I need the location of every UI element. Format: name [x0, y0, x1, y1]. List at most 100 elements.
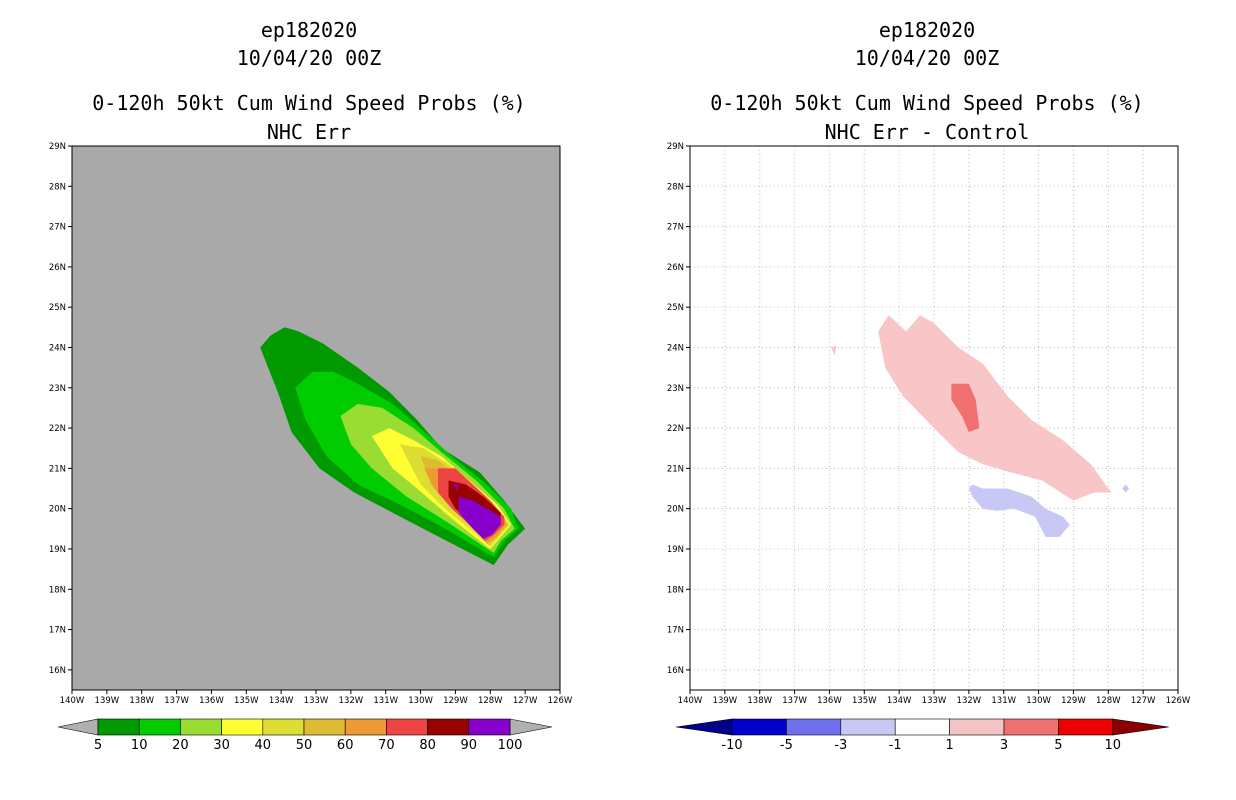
x-tick-label: 127W — [513, 696, 538, 706]
x-tick-label: 131W — [373, 696, 398, 706]
colorbar-swatch — [949, 718, 1005, 736]
colorbar-swatch — [180, 718, 222, 736]
x-tick-label: 136W — [199, 696, 224, 706]
chart-subtitle: NHC Err - Control — [824, 120, 1030, 144]
colorbar: -10 -5 -3 -1 1 3 5 10 — [675, 718, 1169, 753]
x-tick-label: 135W — [234, 696, 259, 706]
colorbar-label: 40 — [255, 738, 272, 753]
x-tick-label: 138W — [129, 696, 154, 706]
colorbar-swatch — [468, 718, 511, 736]
colorbar-label: 50 — [296, 738, 313, 753]
storm-id: ep182020 — [260, 18, 358, 42]
x-tick-label: 140W — [678, 696, 703, 706]
y-tick-label: 19N — [667, 545, 684, 555]
colorbar-end-high — [1112, 718, 1169, 736]
panel-nhc-err: ep182020 10/04/20 00Z 0-120h 50kt Cum Wi… — [49, 18, 573, 753]
difference-map: 140W 139W 138W 137W 136W 135W 134W 133W 132W 131W… — [667, 142, 1191, 753]
contour-level--1 — [1122, 484, 1130, 493]
chart-date: 10/04/20 00Z — [236, 46, 382, 70]
y-tick-label: 25N — [49, 303, 66, 313]
x-tick-label: 129W — [1061, 696, 1086, 706]
y-tick-label: 21N — [49, 464, 66, 474]
x-tick-label: 132W — [339, 696, 364, 706]
y-tick-label: 20N — [49, 505, 66, 515]
x-tick-label: 134W — [269, 696, 294, 706]
y-tick-label: 19N — [49, 545, 66, 555]
x-tick-label: 126W — [548, 696, 573, 706]
x-tick-label: 139W — [95, 696, 120, 706]
x-tick-label: 133W — [922, 696, 947, 706]
x-tick-label: 131W — [991, 696, 1016, 706]
y-tick-label: 21N — [667, 464, 684, 474]
y-tick-label: 22N — [49, 424, 66, 434]
colorbar-label: 5 — [94, 738, 102, 753]
colorbar-swatch — [786, 718, 842, 736]
y-tick-label: 16N — [667, 666, 684, 676]
colorbar-swatch — [303, 718, 346, 736]
x-tick-label: 133W — [304, 696, 329, 706]
panel-nhc-err-minus-control: ep182020 10/04/20 00Z 0-120h 50kt Cum Wi… — [618, 0, 1236, 800]
y-tick-label: 23N — [49, 384, 66, 394]
chart-title: 0-120h 50kt Cum Wind Speed Probs (%) — [92, 91, 526, 115]
colorbar-swatch — [344, 718, 387, 736]
x-tick-label: 136W — [817, 696, 842, 706]
colorbar-swatch — [97, 718, 140, 736]
colorbar-swatch — [221, 718, 264, 736]
y-tick-label: 24N — [667, 343, 684, 353]
colorbar-label: 1 — [945, 738, 953, 753]
colorbar-label: 100 — [498, 738, 523, 753]
probability-map: 140W 139W 138W 137W 136W 135W 134W 133W 132W 131W… — [49, 142, 573, 753]
x-tick-label: 134W — [887, 696, 912, 706]
colorbar-end-high — [509, 718, 553, 736]
contour-level-90 — [458, 496, 501, 539]
x-tick-label: 137W — [164, 696, 189, 706]
colorbar-label: -3 — [834, 738, 847, 753]
x-tick-label: 140W — [60, 696, 85, 706]
chart-date: 10/04/20 00Z — [854, 46, 1000, 70]
y-tick-label: 17N — [49, 626, 66, 636]
colorbar-swatch — [1003, 718, 1059, 736]
y-tick-label: 22N — [667, 424, 684, 434]
colorbar-label: -10 — [721, 738, 742, 753]
x-tick-label: 126W — [1166, 696, 1191, 706]
y-tick-label: 23N — [667, 384, 684, 394]
x-tick-label: 129W — [443, 696, 468, 706]
colorbar-swatch — [138, 718, 181, 736]
colorbar-swatch — [427, 718, 470, 736]
contour-level-1 — [831, 345, 837, 356]
contour-level-1 — [878, 315, 1112, 501]
y-tick-label: 18N — [667, 585, 684, 595]
y-tick-label: 29N — [667, 142, 684, 152]
colorbar-label: 80 — [419, 738, 436, 753]
x-tick-label: 137W — [782, 696, 807, 706]
y-tick-label: 18N — [49, 585, 66, 595]
chart-subtitle: NHC Err — [266, 120, 352, 144]
chart-title: 0-120h 50kt Cum Wind Speed Probs (%) — [710, 91, 1144, 115]
x-tick-label: 132W — [957, 696, 982, 706]
colorbar-swatch — [1058, 718, 1114, 736]
colorbar-label: -1 — [889, 738, 902, 753]
colorbar-label: 10 — [1105, 738, 1122, 753]
contour-level-3 — [951, 383, 980, 433]
contour-level-90 — [453, 484, 459, 491]
y-tick-label: 26N — [49, 263, 66, 273]
colorbar-swatch — [731, 718, 787, 736]
x-tick-label: 130W — [408, 696, 433, 706]
y-tick-label: 28N — [49, 182, 66, 192]
x-tick-label: 127W — [1131, 696, 1156, 706]
colorbar: 5 10 20 30 40 50 60 70 80 90 100 — [57, 718, 553, 753]
y-tick-label: 27N — [667, 223, 684, 233]
y-tick-label: 29N — [49, 142, 66, 152]
colorbar-label: 5 — [1054, 738, 1062, 753]
x-tick-label: 139W — [713, 696, 738, 706]
colorbar-label: 70 — [378, 738, 395, 753]
colorbar-label: 60 — [337, 738, 354, 753]
storm-id: ep182020 — [878, 18, 976, 42]
y-tick-label: 17N — [667, 626, 684, 636]
x-tick-label: 138W — [747, 696, 772, 706]
colorbar-swatch — [262, 718, 305, 736]
y-tick-label: 24N — [49, 343, 66, 353]
x-tick-label: 135W — [852, 696, 877, 706]
y-tick-label: 26N — [667, 263, 684, 273]
colorbar-label: 90 — [461, 738, 478, 753]
